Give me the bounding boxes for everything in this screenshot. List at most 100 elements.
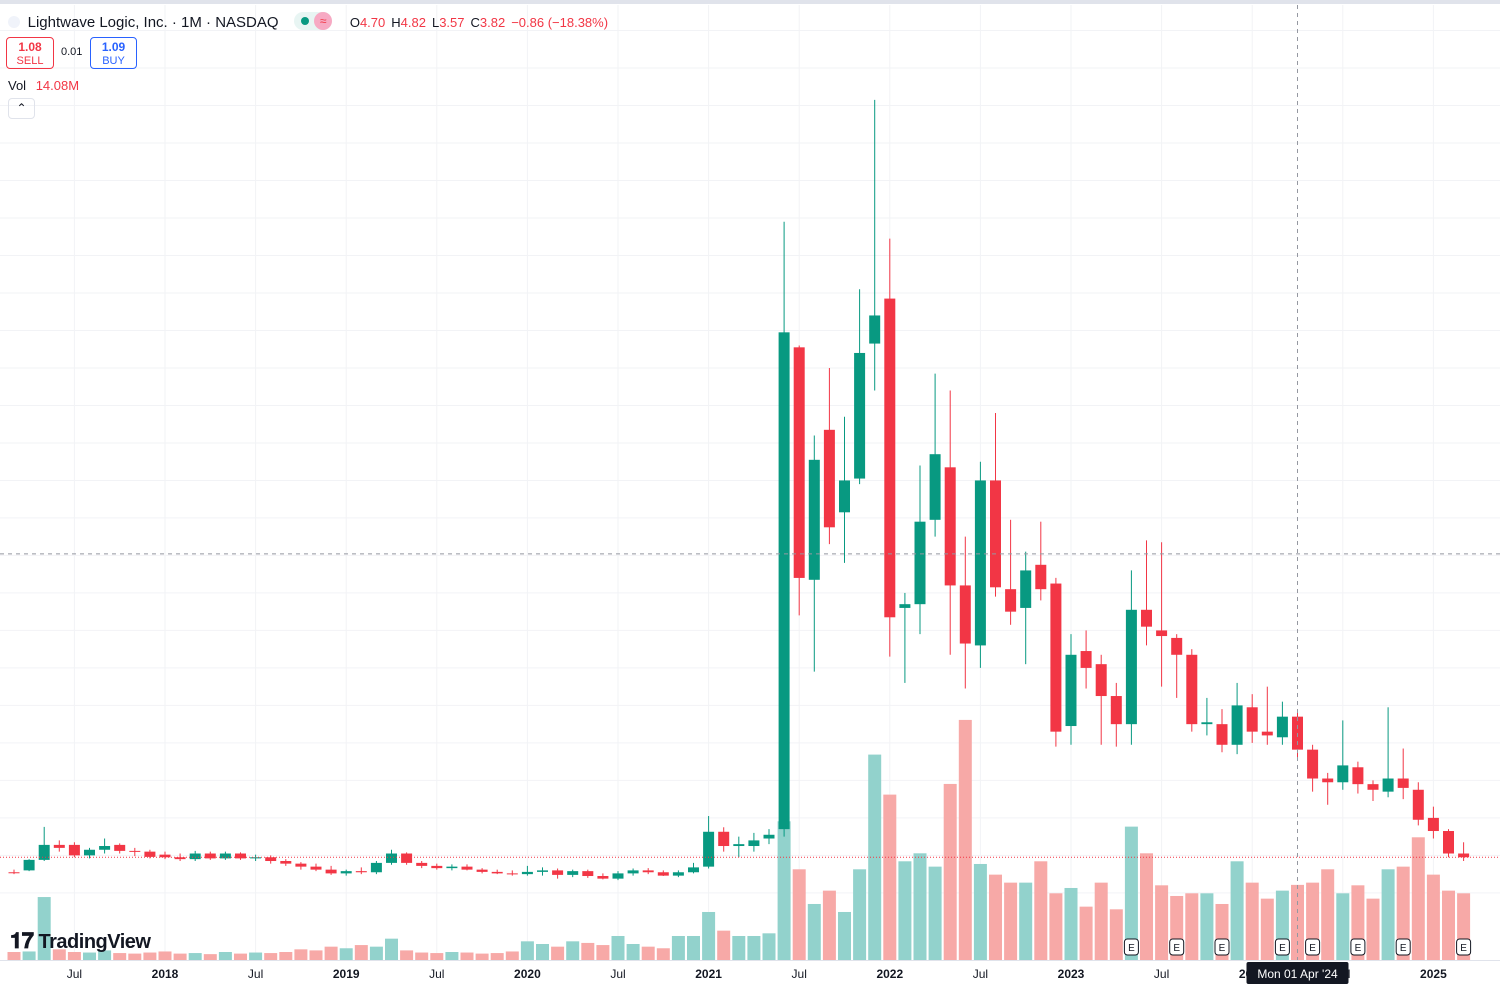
candle-body (129, 850, 141, 852)
candle-body (990, 480, 1001, 588)
candle-body (974, 480, 986, 646)
earnings-flag (1274, 938, 1290, 956)
candle-body (1216, 724, 1228, 745)
candle-body (250, 857, 262, 859)
candle-body (778, 332, 790, 830)
earnings-label: E (1279, 943, 1286, 954)
volume-bar (1124, 826, 1138, 960)
candle-body (521, 871, 533, 875)
volume-bar (611, 935, 625, 960)
symbol-row: Lightwave Logic, Inc. · 1M · NASDAQ ≈ O4… (8, 12, 608, 31)
candle-body (1080, 651, 1092, 668)
earnings-label: E (1309, 943, 1316, 954)
candle-body (1261, 731, 1273, 736)
spread: 0.01 (61, 46, 83, 58)
candle-body (552, 870, 564, 875)
x-tick-label: Jul (67, 967, 82, 981)
volume-bar (566, 941, 580, 960)
candle-body (461, 866, 473, 870)
candle-body (1443, 831, 1454, 854)
volume-bar (1004, 882, 1018, 960)
legend-key: O (349, 15, 360, 30)
volume-bar (762, 933, 776, 960)
volume-bar (898, 861, 912, 960)
candle-body (8, 872, 20, 874)
volume-bar (989, 874, 1002, 960)
candle-body (763, 834, 775, 839)
volume-bar (702, 911, 716, 960)
volume-bar (883, 794, 897, 960)
earnings-flag (1214, 938, 1230, 956)
candle-body (1276, 716, 1288, 738)
candle-body (1382, 778, 1394, 792)
volume-bar (37, 897, 51, 960)
candle-body (68, 844, 80, 856)
candle-body (431, 865, 443, 869)
collapse-button[interactable]: ⌃ (8, 98, 35, 119)
logo-dot (8, 16, 20, 28)
candle-body (823, 429, 835, 528)
candle-body (99, 846, 111, 850)
x-tick-label: 2020 (514, 967, 541, 981)
crosshair-date: Mon 01 Apr '24 (1257, 967, 1338, 981)
volume-bar (868, 754, 882, 960)
volume-bar (218, 951, 232, 960)
volume-legend: Vol 14.08M (8, 78, 79, 93)
volume-bar (1079, 906, 1093, 960)
buy-button[interactable]: 1.09 BUY (90, 37, 137, 69)
candle-body (1367, 784, 1379, 790)
brand-name: TradingView (38, 931, 151, 953)
candle-body (884, 298, 896, 618)
volume-bar (1019, 882, 1033, 960)
volume-bar (1366, 898, 1380, 960)
candle-body (1095, 664, 1107, 697)
earnings-label: E (1460, 943, 1467, 954)
sell-button[interactable]: 1.08 SELL (6, 37, 54, 69)
volume-bar (505, 951, 519, 960)
symbol-title[interactable]: Lightwave Logic, Inc. · 1M · NASDAQ (27, 14, 279, 31)
earnings-label: E (1400, 943, 1407, 954)
candle-body (1307, 749, 1319, 779)
volume-bar (445, 951, 459, 960)
grid: Jul 2018 Jul 2019 Jul 2020 Jul 2021 Jul 2022 Jul 20… (0, 5, 1500, 981)
volume-bar (1230, 861, 1244, 960)
candle-body (567, 871, 579, 875)
buy-price: 1.09 (101, 40, 126, 54)
x-tick-label: Jul (610, 967, 625, 981)
candle-body (295, 863, 307, 867)
legend-value: 4.70 (359, 15, 386, 30)
top-border (0, 0, 1500, 4)
volume-bar (7, 951, 21, 960)
volume-pane (7, 719, 1471, 960)
volume-bar (430, 953, 444, 960)
candle-body (672, 872, 684, 876)
x-tick-label: Jul (248, 967, 263, 981)
earnings-label: E (1355, 943, 1362, 954)
candle-body (476, 869, 488, 872)
x-tick-label: Jul (1154, 967, 1169, 981)
candle-body (159, 854, 171, 858)
candle-body (642, 870, 654, 873)
volume-bar (792, 869, 806, 960)
candle-body (627, 870, 639, 874)
candle-body (235, 853, 246, 859)
volume-bar (354, 945, 368, 960)
earnings-label: E (1173, 943, 1180, 954)
candle-body (144, 851, 156, 857)
candle-body (1246, 707, 1258, 732)
legend-value: 4.82 (400, 15, 426, 30)
candle-body (748, 840, 760, 847)
candle-body (899, 604, 911, 608)
volume-bar (279, 951, 293, 960)
candle-body (506, 873, 518, 875)
candle-body (1171, 637, 1183, 655)
volume-bar (1336, 893, 1350, 960)
volume-bar (536, 943, 549, 960)
candles (8, 99, 1470, 881)
volume-bar (943, 783, 957, 960)
candle-body (1427, 817, 1439, 832)
status-pill[interactable]: ≈ (294, 12, 333, 30)
buy-label: BUY (102, 55, 125, 67)
volume-bar (264, 953, 278, 960)
